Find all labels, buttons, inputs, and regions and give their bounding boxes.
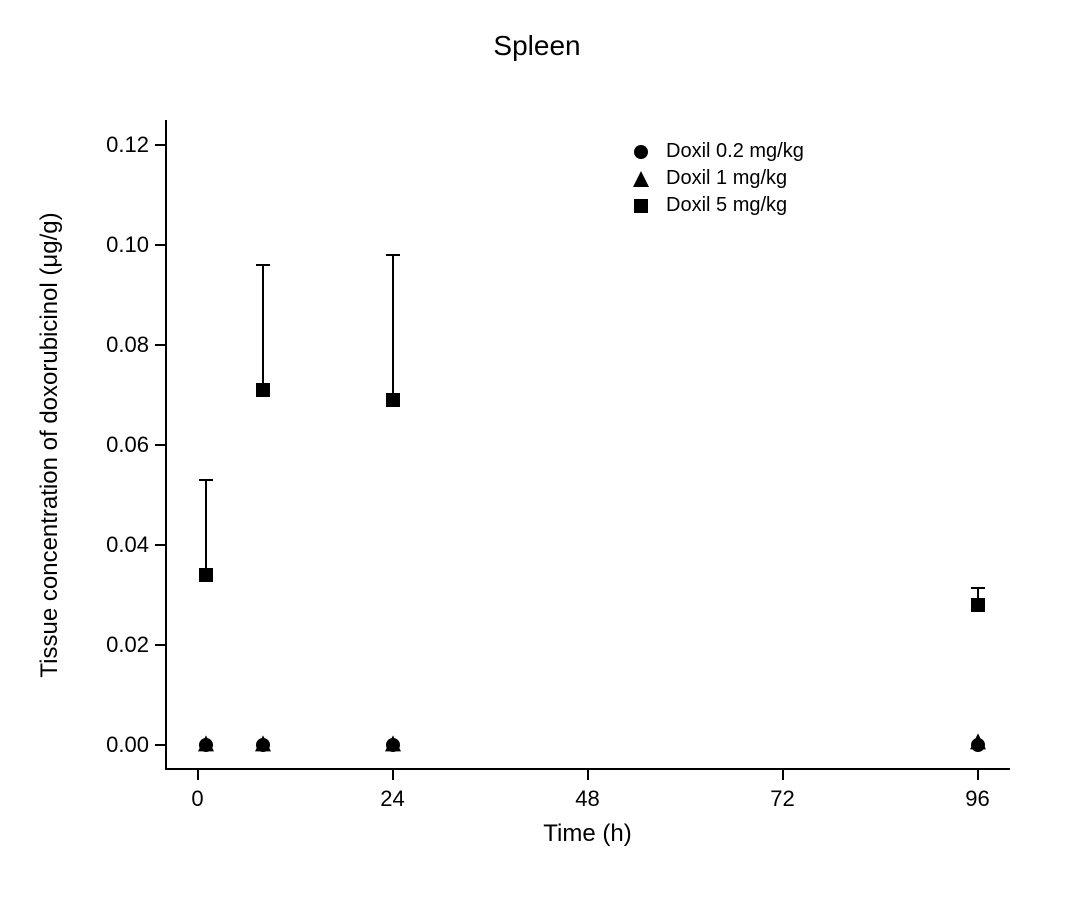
square-marker: [386, 393, 400, 407]
triangle-marker: [385, 735, 401, 751]
x-tick: [782, 770, 784, 780]
x-tick: [392, 770, 394, 780]
errorbar-cap: [256, 264, 270, 266]
triangle-marker: [255, 735, 271, 751]
triangle-icon: [630, 171, 652, 187]
legend-label: Doxil 0.2 mg/kg: [666, 140, 804, 163]
square-marker: [199, 568, 213, 582]
figure: Spleen Time (h) Tissue concentration of …: [0, 0, 1074, 901]
y-tick: [155, 444, 165, 446]
y-tick-label: 0.00: [106, 732, 149, 758]
legend-label: Doxil 1 mg/kg: [666, 167, 787, 190]
errorbar: [262, 265, 264, 390]
legend-item: Doxil 5 mg/kg: [630, 194, 804, 217]
errorbar: [205, 480, 207, 575]
triangle-marker: [970, 733, 986, 749]
errorbar-cap: [386, 254, 400, 256]
x-axis-label: Time (h): [543, 820, 631, 848]
circle-icon: [630, 145, 652, 159]
y-tick: [155, 144, 165, 146]
triangle-marker: [198, 735, 214, 751]
y-tick: [155, 744, 165, 746]
y-tick-label: 0.12: [106, 132, 149, 158]
x-tick-label: 96: [965, 786, 989, 812]
y-tick: [155, 644, 165, 646]
y-tick: [155, 544, 165, 546]
square-marker: [256, 383, 270, 397]
x-tick: [977, 770, 979, 780]
x-tick-label: 72: [770, 786, 794, 812]
y-tick: [155, 344, 165, 346]
legend-item: Doxil 1 mg/kg: [630, 167, 804, 190]
x-tick-label: 24: [380, 786, 404, 812]
square-marker: [971, 598, 985, 612]
y-tick: [155, 244, 165, 246]
chart-title: Spleen: [0, 30, 1074, 62]
square-icon: [630, 199, 652, 213]
y-tick-label: 0.06: [106, 432, 149, 458]
plot-area: [165, 120, 1010, 770]
errorbar: [392, 255, 394, 400]
legend-item: Doxil 0.2 mg/kg: [630, 140, 804, 163]
x-tick: [587, 770, 589, 780]
x-tick: [197, 770, 199, 780]
y-tick-label: 0.02: [106, 632, 149, 658]
x-tick-label: 48: [575, 786, 599, 812]
y-tick-label: 0.08: [106, 332, 149, 358]
legend: Doxil 0.2 mg/kg Doxil 1 mg/kg Doxil 5 mg/k…: [630, 140, 804, 221]
errorbar-cap: [971, 587, 985, 589]
errorbar-cap: [199, 479, 213, 481]
y-axis-label: Tissue concentration of doxorubicinol (μ…: [36, 212, 64, 677]
legend-label: Doxil 5 mg/kg: [666, 194, 787, 217]
y-tick-label: 0.04: [106, 532, 149, 558]
y-tick-label: 0.10: [106, 232, 149, 258]
x-tick-label: 0: [191, 786, 203, 812]
